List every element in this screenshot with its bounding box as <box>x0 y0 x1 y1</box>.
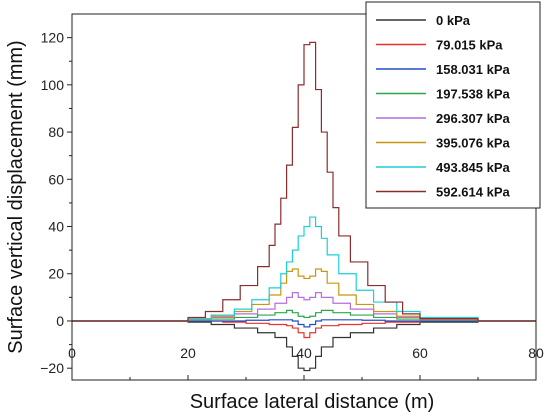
axis-ticks <box>67 37 537 380</box>
x-tick-labels: 0 20 40 60 80 <box>68 345 544 361</box>
legend-box <box>365 1 541 209</box>
x-axis-label: Surface lateral distance (m) <box>190 391 435 413</box>
legend-label: 592.614 kPa <box>436 185 511 200</box>
y-tick-label: 40 <box>48 219 64 235</box>
y-tick-label: 120 <box>41 30 65 46</box>
x-tick-label: 60 <box>412 345 428 361</box>
y-tick-label: 20 <box>48 266 64 282</box>
series-layer <box>72 41 536 372</box>
y-tick-label: 100 <box>41 77 65 93</box>
y-axis-label: Surface vertical displacement (mm) <box>5 40 27 353</box>
series-line-2 <box>72 320 536 339</box>
legend-label: 79.015 kPa <box>436 38 503 53</box>
legend-label: 493.845 kPa <box>436 160 511 175</box>
legend-label: 197.538 kPa <box>436 87 511 102</box>
legend-label: 158.031 kPa <box>436 62 511 77</box>
y-tick-label: −20 <box>40 360 64 376</box>
y-tick-label: 0 <box>56 313 64 329</box>
legend: 0 kPa 79.015 kPa 158.031 kPa 197.538 kPa 296… <box>365 1 541 209</box>
legend-label: 296.307 kPa <box>436 111 511 126</box>
y-tick-label: 60 <box>48 171 64 187</box>
series-line-8 <box>72 41 536 322</box>
series-line-6 <box>72 268 536 322</box>
legend-label: 0 kPa <box>436 13 471 28</box>
series-line-3 <box>72 319 536 328</box>
series-line-7 <box>72 216 536 322</box>
y-tick-labels: −20 0 20 40 60 80 100 120 <box>40 30 64 377</box>
x-tick-label: 40 <box>296 345 312 361</box>
series-line-1 <box>72 320 536 372</box>
series-line-4 <box>72 309 536 322</box>
x-tick-label: 20 <box>180 345 196 361</box>
y-tick-label: 80 <box>48 124 64 140</box>
legend-label: 395.076 kPa <box>436 136 511 151</box>
